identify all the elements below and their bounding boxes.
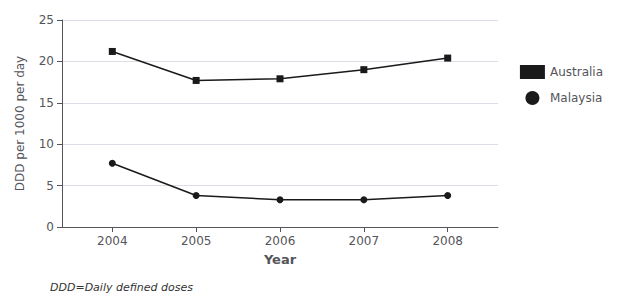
svg-text:DDD per 1000 per day: DDD per 1000 per day xyxy=(13,56,27,191)
svg-text:10: 10 xyxy=(39,137,54,151)
svg-text:2006: 2006 xyxy=(265,234,296,248)
svg-text:2005: 2005 xyxy=(181,234,212,248)
svg-text:25: 25 xyxy=(39,13,54,27)
svg-text:2007: 2007 xyxy=(349,234,380,248)
svg-text:Year: Year xyxy=(263,252,297,267)
svg-text:5: 5 xyxy=(46,179,54,193)
svg-text:DDD=Daily defined doses: DDD=Daily defined doses xyxy=(50,281,193,294)
svg-text:15: 15 xyxy=(39,96,54,110)
svg-text:20: 20 xyxy=(39,54,54,68)
svg-text:2008: 2008 xyxy=(432,234,463,248)
svg-text:2004: 2004 xyxy=(97,234,128,248)
svg-text:Malaysia: Malaysia xyxy=(550,91,602,105)
svg-text:0: 0 xyxy=(46,220,54,234)
svg-text:Australia: Australia xyxy=(550,65,603,79)
